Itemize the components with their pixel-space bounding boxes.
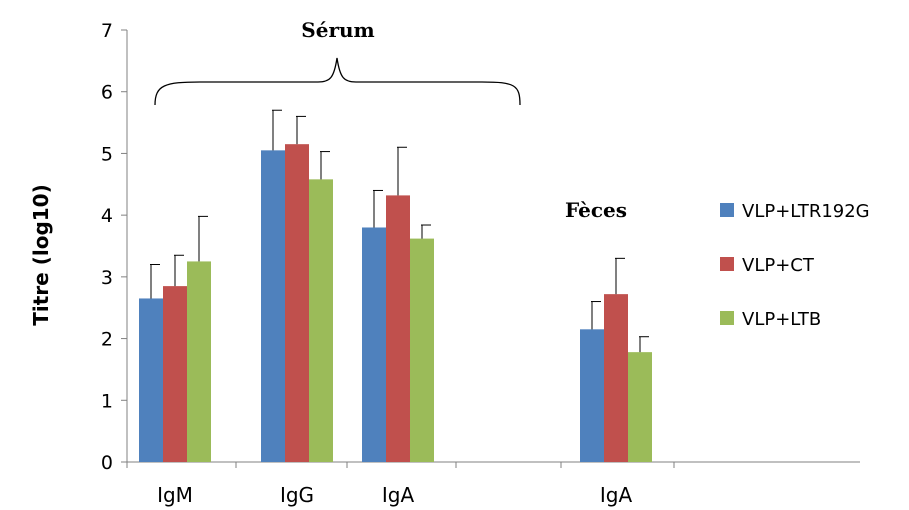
bars xyxy=(139,144,652,463)
bar xyxy=(604,294,628,462)
feces-label: Fèces xyxy=(565,198,627,222)
y-tick-label: 1 xyxy=(101,390,113,412)
bar xyxy=(163,286,187,462)
legend: VLP+LTR192G VLP+CT VLP+LTB xyxy=(720,201,870,330)
bar xyxy=(410,238,434,462)
axes: 0 1 2 3 4 5 6 7 IgM IgG IgA IgA xyxy=(101,20,860,507)
legend-label: VLP+CT xyxy=(742,255,815,276)
y-tick-label: 5 xyxy=(101,143,113,165)
bar xyxy=(309,179,333,462)
y-tick-label: 2 xyxy=(101,329,113,351)
y-axis-title: Titre (log10) xyxy=(29,184,53,325)
x-tick-label: IgM xyxy=(157,483,193,507)
bar xyxy=(187,261,211,462)
legend-swatch xyxy=(720,257,734,271)
bar xyxy=(261,150,285,463)
x-tick-label: IgG xyxy=(280,483,314,507)
legend-swatch xyxy=(720,203,734,217)
x-tick-label: IgA xyxy=(382,483,415,507)
serum-label: Sérum xyxy=(301,18,374,42)
serum-brace xyxy=(154,57,521,106)
y-tick-label: 7 xyxy=(101,20,113,42)
legend-swatch xyxy=(720,311,734,325)
y-tick-label: 4 xyxy=(101,205,113,227)
bar xyxy=(580,329,604,462)
bar xyxy=(628,352,652,462)
bar xyxy=(386,195,410,462)
legend-label: VLP+LTB xyxy=(742,309,821,330)
error-bars xyxy=(150,109,649,353)
labels: Titre (log10) Sérum Fèces xyxy=(29,18,627,326)
y-tick-label: 6 xyxy=(101,82,113,104)
bar xyxy=(285,144,309,462)
bar xyxy=(362,227,386,462)
y-tick-label: 0 xyxy=(101,452,113,474)
y-tick-label: 3 xyxy=(101,267,113,289)
x-tick-label: IgA xyxy=(600,483,633,507)
legend-label: VLP+LTR192G xyxy=(742,201,870,222)
bar xyxy=(139,298,163,462)
